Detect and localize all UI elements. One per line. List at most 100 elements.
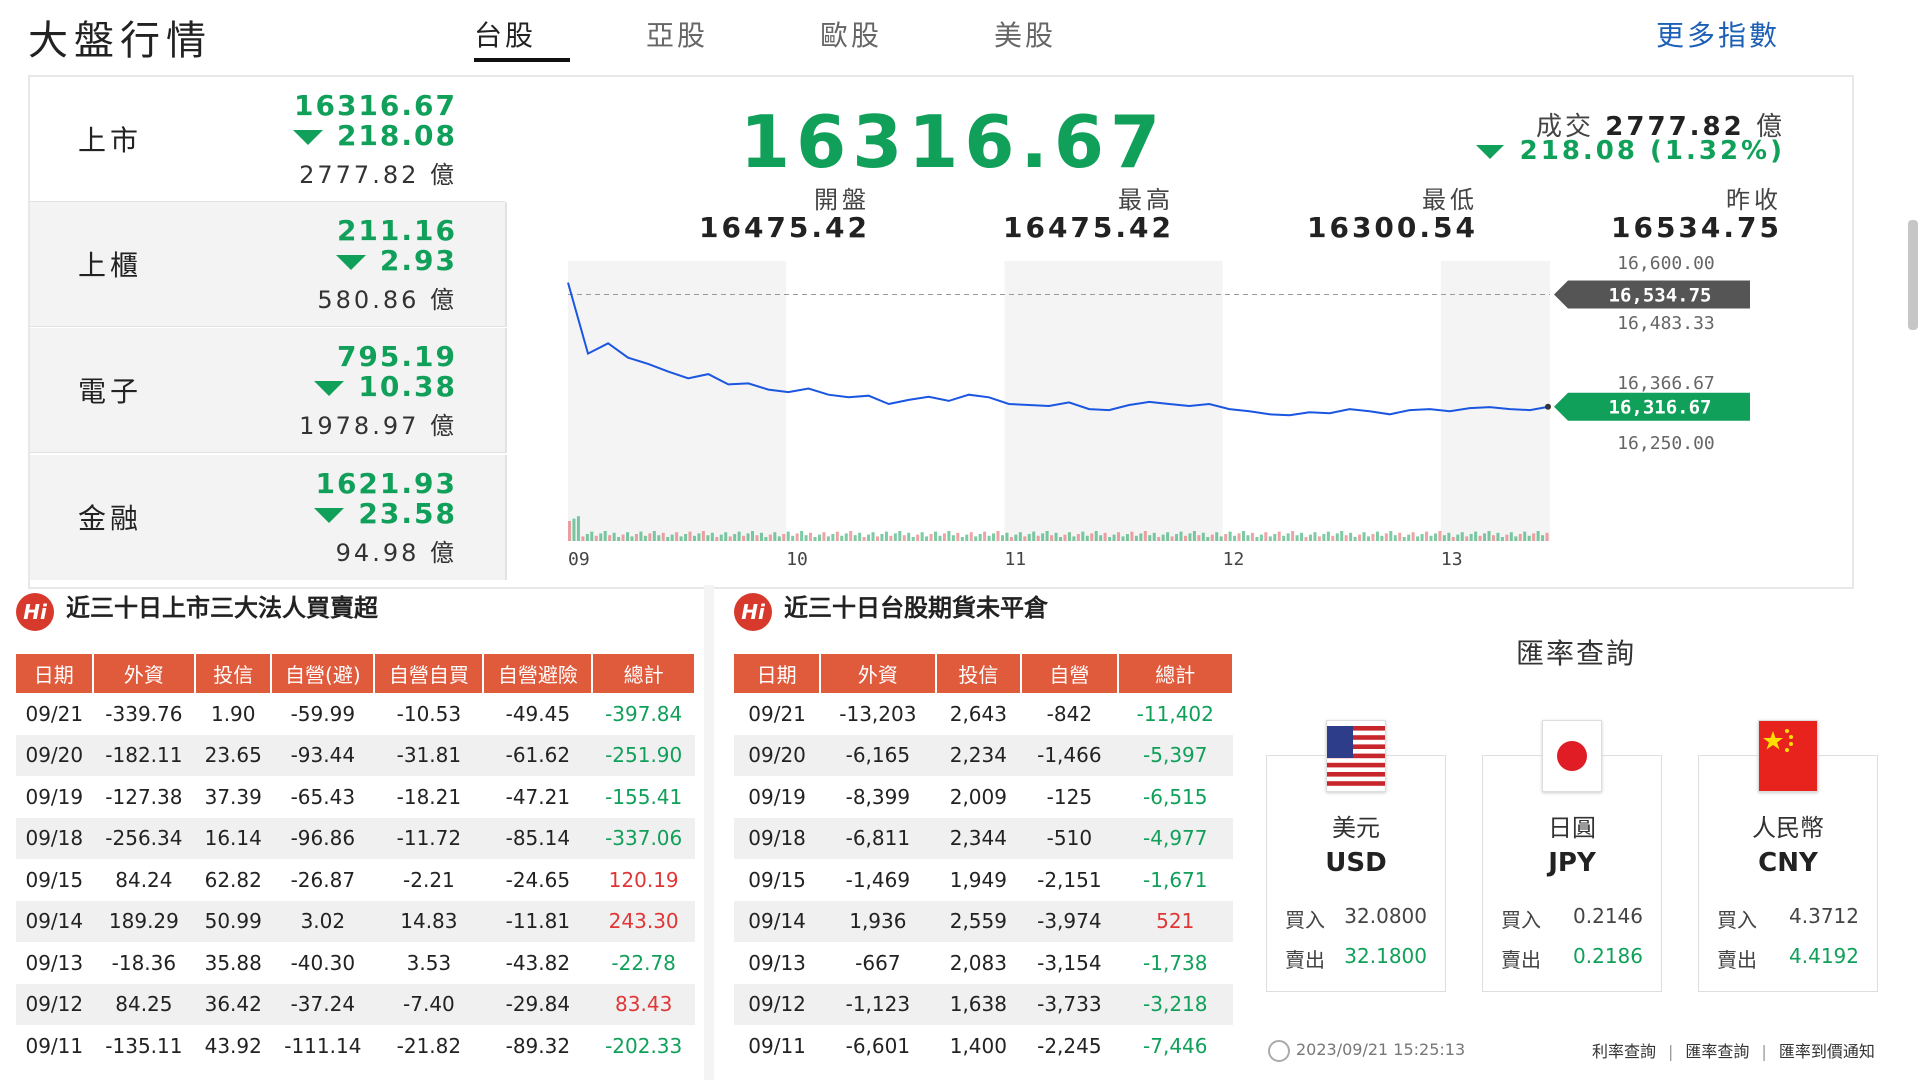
chart-band — [786, 261, 1005, 541]
volume-bar — [1460, 532, 1464, 541]
volume-bar — [1094, 531, 1098, 541]
fx-card-jpy[interactable]: 日圓 JPY 買入 0.2146 賣出 0.2186 — [1482, 755, 1662, 992]
volume-bar — [1175, 534, 1179, 541]
table-cell: 09/14 — [734, 900, 821, 942]
volume-bar — [1179, 531, 1183, 541]
index-value: 1621.93 — [315, 467, 457, 500]
table-cell: -667 — [855, 950, 901, 975]
index-row-otc[interactable]: 上櫃 211.16 2.93 580.86 億 — [30, 202, 507, 327]
intraday-chart: 16,600.00 16,483.33 16,366.67 16,250.00 09 10… — [567, 255, 1750, 570]
volume-bar — [1050, 535, 1054, 541]
table-row: 09/19 -8,399 2,009 -125 -6,515 — [734, 776, 1233, 818]
volume-bar — [1509, 532, 1513, 541]
table-cell: -135.11 — [105, 1033, 183, 1058]
volume-bar — [1268, 536, 1272, 541]
volume-bar — [947, 531, 951, 541]
volume-bar — [608, 535, 612, 541]
volume-bar — [1197, 535, 1201, 541]
column-header: 自營 — [1021, 654, 1119, 693]
tab-tw[interactable]: 台股 — [474, 19, 537, 52]
volume-bar — [1491, 535, 1495, 541]
volume-bar — [1496, 532, 1500, 541]
table-cell: 09/19 — [748, 784, 806, 809]
volume-bar — [1215, 532, 1219, 541]
table-cell: -65.43 — [290, 784, 356, 809]
volume-bar — [661, 532, 665, 541]
table-cell: 14.83 — [374, 900, 484, 942]
y-tick-label: 16,250.00 — [1617, 433, 1715, 454]
volume-bar — [1032, 531, 1036, 541]
svg-text:16,316.67: 16,316.67 — [1609, 397, 1712, 419]
volume-bar — [1384, 533, 1388, 541]
index-change: 10.38 — [314, 370, 457, 403]
volume-bar — [1023, 536, 1027, 541]
volume-bar — [1134, 535, 1138, 541]
table-cell: 09/21 — [25, 701, 84, 726]
volume-bar — [1371, 534, 1375, 541]
fx-query-link[interactable]: 匯率查詢 — [1685, 1042, 1750, 1061]
table-cell: 09/19 — [25, 784, 84, 809]
panel-divider — [704, 585, 714, 1080]
fx-title: 匯率查詢 — [1516, 637, 1637, 670]
fx-card-usd[interactable]: 美元 USD 買入 32.0800 賣出 32.1800 — [1266, 755, 1446, 992]
index-row-electronics[interactable]: 電子 795.19 10.38 1978.97 億 — [30, 328, 507, 453]
volume-bar — [911, 537, 915, 541]
down-arrow-icon — [292, 129, 323, 145]
volume-bar — [1237, 533, 1241, 541]
table-cell: -155.41 — [605, 784, 683, 809]
chart-band — [1222, 261, 1441, 541]
table-cell: -3,218 — [1117, 983, 1233, 1025]
index-row-listed[interactable]: 上市 16316.67 218.08 2777.82 億 — [30, 77, 505, 202]
fx-alert-link[interactable]: 匯率到價通知 — [1778, 1042, 1875, 1061]
index-row-finance[interactable]: 金融 1621.93 23.58 94.98 億 — [30, 455, 507, 580]
fx-links: 利率查詢 | 匯率查詢 | 匯率到價通知 — [1592, 1042, 1875, 1061]
volume-bar — [920, 532, 924, 541]
volume-bar — [679, 536, 683, 541]
rate-query-link[interactable]: 利率查詢 — [1592, 1042, 1657, 1061]
table-cell: 09/14 — [16, 900, 93, 942]
column-header: 投信 — [195, 654, 273, 693]
table-row: 09/12 84.25 36.42 -37.24 -7.40 -29.84 83.43 — [16, 983, 695, 1025]
table-cell: -2,151 — [1037, 867, 1102, 892]
fx-currency-name: 日圓 — [1548, 814, 1596, 842]
table-cell: 50.99 — [195, 900, 272, 942]
table-cell: -11,402 — [1136, 701, 1214, 726]
volume-bar — [1349, 532, 1353, 541]
tab-asia[interactable]: 亞股 — [646, 19, 709, 52]
fx-buy: 買入 32.0800 — [1285, 904, 1427, 932]
table-cell: 09/18 — [734, 817, 821, 859]
volume-bar — [1081, 531, 1085, 541]
scrollbar-thumb[interactable] — [1908, 220, 1918, 330]
table-cell: -3,154 — [1037, 950, 1102, 975]
volume-bar — [1474, 531, 1478, 541]
more-indices-link[interactable]: 更多指數 — [1656, 19, 1781, 52]
table-cell: -24.65 — [505, 867, 571, 892]
table-cell: 09/20 — [734, 734, 821, 776]
volume-bar — [715, 537, 719, 541]
volume-bar — [1393, 535, 1397, 541]
tab-us[interactable]: 美股 — [994, 19, 1057, 52]
clock-icon — [1268, 1040, 1290, 1062]
fx-card-cny[interactable]: 人民幣 CNY 買入 4.3712 賣出 4.4192 — [1698, 755, 1878, 992]
volume-bar — [884, 531, 888, 541]
table-cell: -11.81 — [483, 900, 593, 942]
volume-bar — [706, 535, 710, 541]
volume-bar — [599, 533, 603, 541]
volume-bar — [880, 534, 884, 541]
tab-europe[interactable]: 歐股 — [820, 19, 883, 52]
page-scrollbar[interactable] — [1906, 100, 1920, 1030]
fx-timestamp: 2023/09/21 15:25:13 — [1296, 1040, 1466, 1059]
volume-bar — [1201, 532, 1205, 541]
table-cell: -842 — [1046, 701, 1093, 726]
volume-bar — [1259, 534, 1263, 541]
column-header: 自營自買 — [374, 654, 485, 693]
volume-bar — [1402, 537, 1406, 541]
table-cell: -2,245 — [1037, 1033, 1102, 1058]
volume-bar — [1420, 534, 1424, 541]
last-price-badge: 16,316.67 — [1554, 392, 1750, 421]
volume-bar — [1286, 533, 1290, 541]
volume-bar — [1375, 531, 1379, 541]
volume-bar — [1188, 533, 1192, 541]
table-cell: -85.14 — [483, 817, 593, 859]
volume-bar — [822, 532, 826, 541]
